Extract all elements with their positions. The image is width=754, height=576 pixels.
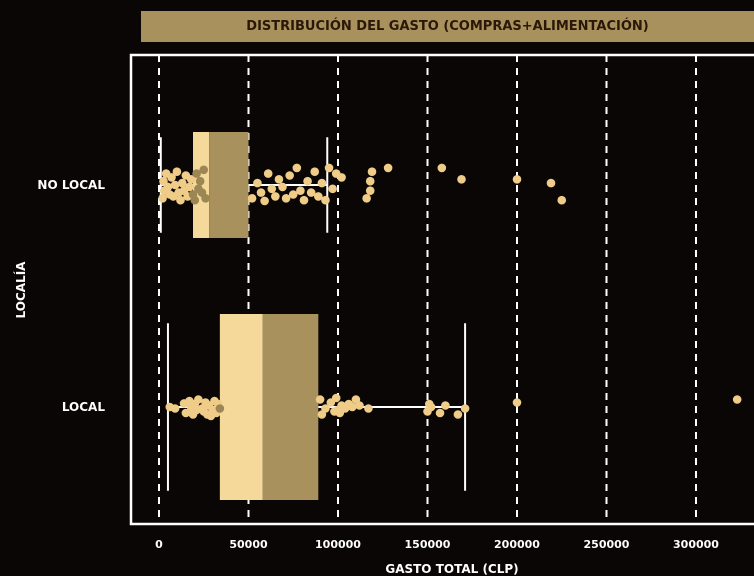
data-point: [303, 176, 312, 186]
data-point: [176, 195, 185, 205]
data-point: [512, 398, 522, 407]
data-point: [512, 175, 522, 184]
box-lower-half: [219, 314, 263, 500]
data-point: [383, 163, 393, 173]
data-point: [328, 184, 337, 194]
data-point: [215, 404, 225, 413]
data-point: [441, 401, 450, 410]
data-point: [267, 184, 277, 194]
data-point: [170, 404, 180, 413]
data-point: [247, 194, 257, 203]
data-point: [362, 194, 371, 203]
data-point: [365, 176, 375, 186]
data-point: [288, 190, 298, 199]
category-label: LOCAL: [62, 400, 106, 414]
data-point: [192, 169, 201, 178]
x-tick-label: 100000: [315, 538, 361, 551]
data-point: [367, 167, 377, 176]
data-point: [281, 194, 291, 203]
category-label: NO LOCAL: [37, 178, 105, 192]
x-tick-label: 250000: [584, 538, 630, 551]
data-point: [263, 169, 273, 178]
data-point: [437, 163, 447, 173]
chart-title: DISTRIBUCIÓN DEL GASTO (COMPRAS+ALIMENTA…: [246, 19, 649, 34]
data-point: [256, 188, 266, 197]
data-point: [460, 404, 470, 413]
data-point: [201, 194, 210, 203]
data-point: [278, 182, 287, 192]
data-point: [260, 196, 269, 206]
data-point: [190, 195, 200, 205]
x-tick-label: 50000: [229, 538, 268, 551]
data-point: [194, 395, 203, 404]
data-point: [321, 404, 330, 413]
data-point: [163, 182, 173, 192]
plot-frame: [129, 53, 754, 526]
data-point: [195, 176, 205, 186]
data-point: [310, 167, 320, 176]
data-point: [331, 393, 341, 403]
box-layer: [193, 132, 319, 500]
data-point: [546, 178, 556, 188]
data-point: [274, 175, 284, 184]
x-tick-label: 150000: [405, 538, 451, 551]
points-layer: [158, 163, 742, 421]
data-point: [557, 195, 567, 205]
data-point: [321, 195, 330, 205]
data-point: [306, 188, 316, 197]
data-point: [199, 165, 209, 175]
data-point: [457, 175, 466, 184]
x-tick-labels: 0 50000 100000 150000 200000 250000 300000: [155, 538, 719, 551]
data-point: [426, 402, 436, 412]
data-point: [355, 401, 364, 410]
data-point: [315, 395, 325, 404]
title-bar: [141, 11, 754, 42]
x-tick-label: 0: [155, 538, 163, 551]
data-point: [172, 167, 182, 176]
data-point: [324, 163, 334, 173]
data-point: [170, 180, 180, 190]
x-axis-label: GASTO TOTAL (CLP): [385, 562, 518, 576]
data-point: [292, 163, 302, 173]
data-point: [185, 182, 194, 192]
data-point: [348, 402, 357, 412]
data-point: [317, 178, 327, 188]
data-point: [435, 408, 445, 418]
data-point: [186, 175, 196, 184]
data-point: [732, 395, 742, 404]
data-point: [299, 195, 309, 205]
box-upper-half: [209, 132, 249, 238]
data-point: [271, 192, 280, 201]
x-tick-label: 300000: [673, 538, 719, 551]
box-upper-half: [262, 314, 319, 500]
category-labels: NO LOCAL LOCAL: [37, 178, 105, 414]
data-point: [285, 171, 294, 180]
data-point: [337, 173, 346, 182]
data-point: [167, 173, 176, 182]
x-tick-label: 200000: [494, 538, 540, 551]
data-point: [177, 178, 187, 188]
data-point: [453, 410, 463, 419]
data-point: [296, 186, 305, 195]
y-axis-label: LOCALÍA: [13, 261, 28, 319]
data-point: [364, 404, 373, 413]
data-point: [365, 186, 375, 195]
data-point: [253, 178, 262, 188]
data-point: [158, 194, 167, 203]
data-point: [181, 408, 191, 418]
data-point: [314, 192, 323, 201]
